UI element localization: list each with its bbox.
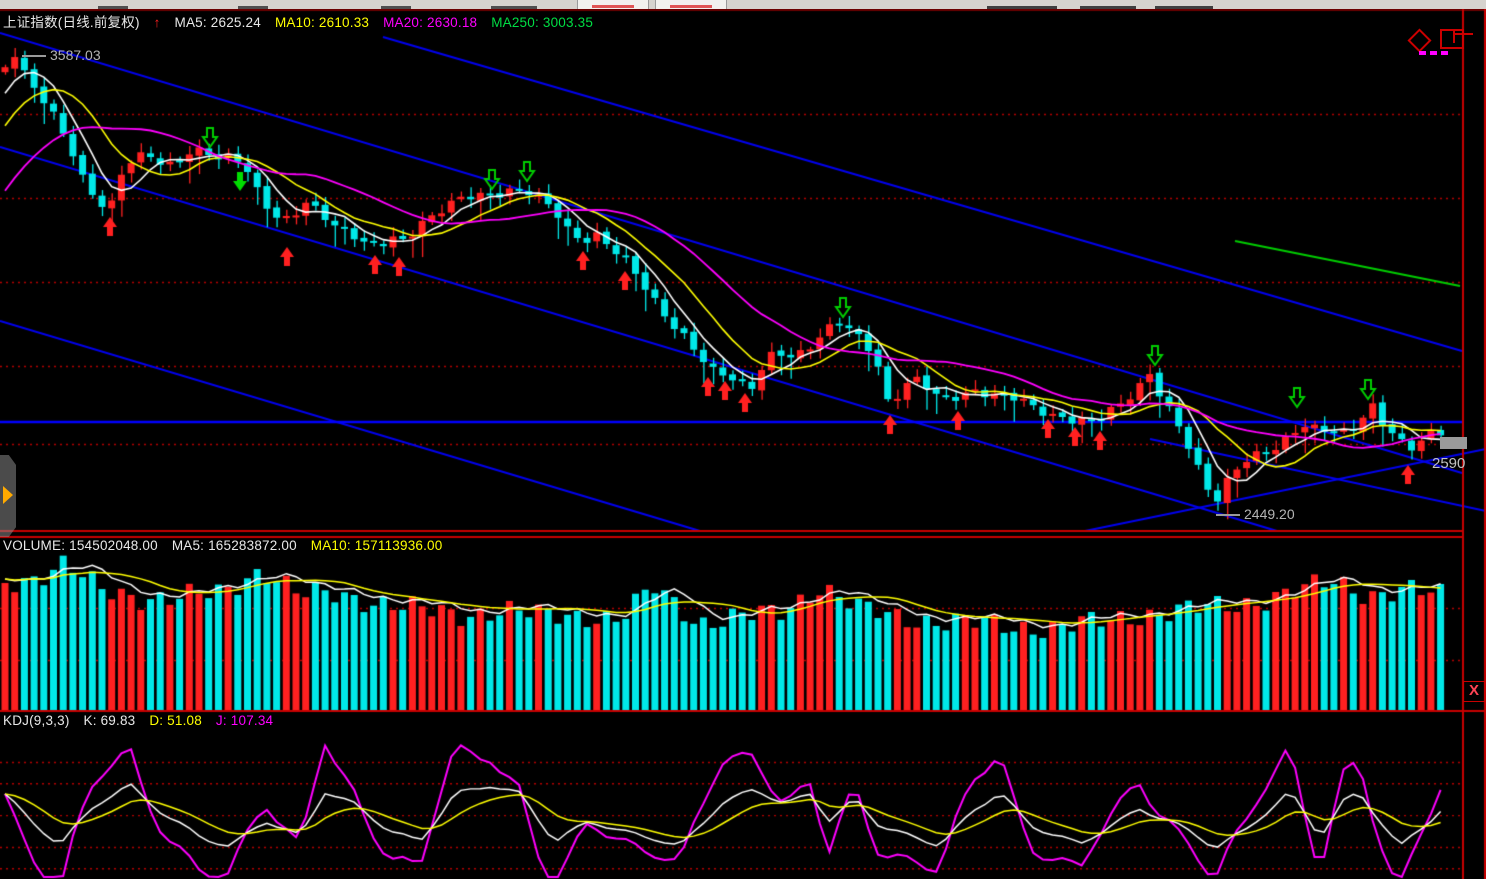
kdj-j-value: J: 107.34 <box>215 713 274 728</box>
main-chart-header: 上证指数(日线.前复权) ↑ MA5: 2625.24 MA10: 2610.3… <box>3 11 603 31</box>
magenta-dash-icon <box>1441 51 1448 55</box>
quote-value-cut <box>592 5 634 8</box>
menu-item-cut[interactable] <box>1080 6 1136 9</box>
quote-button[interactable] <box>655 0 727 9</box>
close-indicator-button[interactable]: X <box>1463 681 1485 702</box>
ma10-value: MA10: 2610.33 <box>274 15 370 30</box>
menu-bar[interactable] <box>0 0 1486 9</box>
axis-tick <box>1455 33 1473 35</box>
sidebar-slide-handle[interactable] <box>0 455 16 537</box>
last-price-label: 2590 <box>1432 455 1466 472</box>
kdj-k-value: K: 69.83 <box>83 713 136 728</box>
magenta-dash-icon <box>1419 51 1426 55</box>
ma250-value: MA250: 3003.35 <box>491 15 594 30</box>
volume-ma5-value: MA5: 165283872.00 <box>171 538 297 553</box>
instrument-title: 上证指数(日线.前复权) <box>3 15 140 30</box>
window-layout-icon[interactable] <box>1440 29 1464 49</box>
volume-value: VOLUME: 154502048.00 <box>3 538 158 553</box>
menu-item-cut[interactable] <box>987 6 1057 9</box>
kdj-d-value: D: 51.08 <box>149 713 202 728</box>
menu-item-cut[interactable] <box>381 6 411 9</box>
menu-item-cut[interactable] <box>491 6 537 9</box>
main-chart-canvas[interactable] <box>0 9 1486 879</box>
low-price-callout: 2449.20 <box>1244 506 1295 522</box>
chart-workspace: 上证指数(日线.前复权) ↑ MA5: 2625.24 MA10: 2610.3… <box>0 9 1486 879</box>
high-tick-line <box>22 55 46 57</box>
up-arrow-icon: ↑ <box>153 15 161 30</box>
volume-ma10-value: MA10: 157113936.00 <box>310 538 443 553</box>
magenta-dash-icon <box>1430 51 1437 55</box>
expand-arrow-icon <box>3 486 13 504</box>
menu-item-cut[interactable] <box>238 6 268 9</box>
menu-item-cut[interactable] <box>98 6 128 9</box>
menu-item-cut[interactable] <box>1155 6 1213 9</box>
ma5-value: MA5: 2625.24 <box>174 15 261 30</box>
kdj-pane-header: KDJ(9,3,3) K: 69.83 D: 51.08 J: 107.34 <box>3 713 283 728</box>
high-price-callout: 3587.03 <box>50 47 101 63</box>
kdj-params: KDJ(9,3,3) <box>3 713 70 728</box>
ma20-value: MA20: 2630.18 <box>383 15 478 30</box>
last-price-marker <box>1440 437 1467 449</box>
quote-value-cut <box>670 5 712 8</box>
quote-button[interactable] <box>577 0 649 9</box>
low-tick-line <box>1216 514 1240 516</box>
volume-pane-header: VOLUME: 154502048.00 MA5: 165283872.00 M… <box>3 538 452 553</box>
